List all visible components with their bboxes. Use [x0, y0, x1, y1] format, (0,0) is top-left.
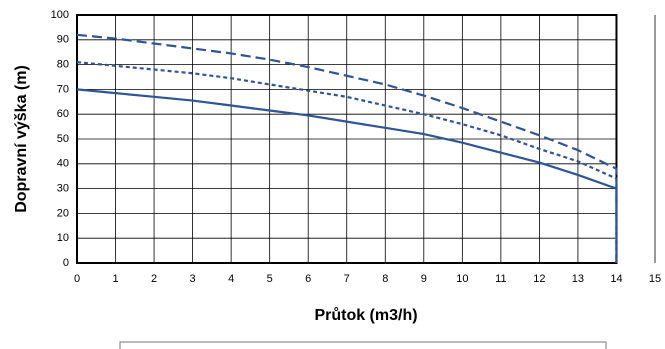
legend-box: [119, 341, 607, 349]
x-tick-label: 0: [74, 273, 80, 285]
x-tick-label: 3: [190, 273, 196, 285]
x-tick-label: 5: [267, 273, 273, 285]
y-tick-label: 0: [63, 257, 69, 269]
x-tick-label: 15: [649, 273, 661, 285]
y-tick-label: 20: [57, 207, 69, 219]
y-tick-label: 60: [57, 108, 69, 120]
x-tick-label: 4: [228, 273, 234, 285]
series-line: [76, 33, 618, 263]
x-tick-label: 7: [344, 273, 350, 285]
x-axis-title: Průtok (m3/h): [314, 307, 417, 324]
y-tick-label: 70: [57, 83, 69, 95]
x-tick-label: 10: [456, 273, 468, 285]
x-tick-label: 13: [572, 273, 584, 285]
x-tick-label: 11: [495, 273, 506, 285]
y-tick-label: 40: [57, 158, 69, 170]
y-tick-label: 100: [51, 9, 69, 21]
series-line: [76, 61, 618, 263]
x-tick-label: 14: [610, 273, 622, 285]
x-tick-label: 2: [151, 273, 157, 285]
y-tick-label: 30: [57, 183, 69, 195]
series-line: [76, 88, 618, 263]
plot-frame: [76, 14, 618, 264]
x-tick-label: 8: [382, 273, 388, 285]
x-tick-label: 12: [533, 273, 545, 285]
y-tick-label: 90: [57, 34, 69, 46]
x-tick-label: 1: [112, 273, 118, 285]
y-tick-label: 50: [57, 133, 69, 145]
y-axis-title: Dopravní výška (m): [13, 65, 30, 213]
x-tick-label: 9: [421, 273, 427, 285]
x-tick-label: 6: [305, 273, 311, 285]
y-tick-label: 80: [57, 59, 69, 71]
y-tick-label: 10: [57, 232, 69, 244]
